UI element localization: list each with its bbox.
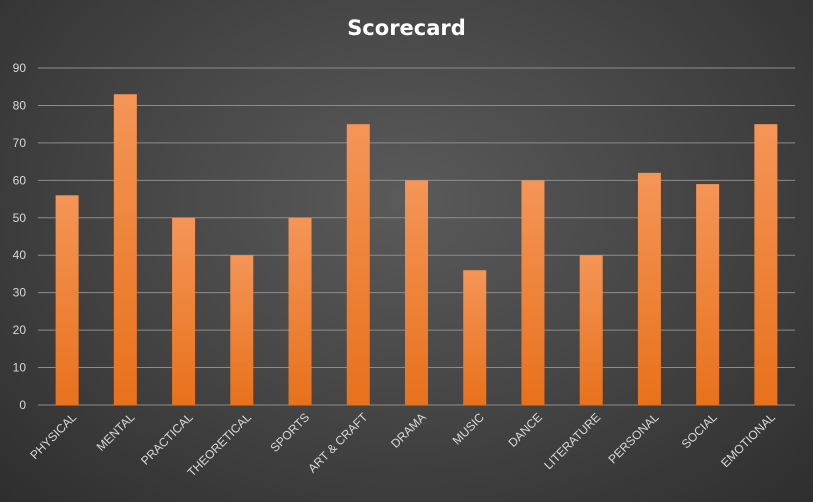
- x-category-label: EMOTIONAL: [718, 410, 778, 470]
- bar-music: [463, 270, 487, 405]
- y-tick-label: 10: [13, 361, 27, 375]
- bar-personal: [637, 172, 661, 405]
- bar-art-craft: [346, 124, 370, 406]
- y-tick-label: 50: [13, 211, 27, 225]
- y-tick-label: 60: [13, 173, 27, 187]
- chart-title: Scorecard: [347, 16, 466, 40]
- y-tick-label: 90: [13, 61, 27, 75]
- x-category-label: DANCE: [505, 410, 545, 450]
- bar-drama: [405, 180, 428, 405]
- x-category-label: SOCIAL: [679, 410, 720, 451]
- bar-practical: [172, 217, 196, 405]
- y-tick-label: 40: [13, 248, 27, 262]
- bar-sports: [288, 217, 312, 405]
- x-category-label: LITERATURE: [541, 410, 603, 472]
- x-category-label: SPORTS: [268, 410, 313, 455]
- x-category-label: DRAMA: [388, 410, 429, 451]
- y-tick-label: 80: [13, 98, 27, 112]
- bar-social: [696, 184, 720, 405]
- x-category-label: PERSONAL: [605, 410, 661, 466]
- x-category-label: MUSIC: [450, 410, 487, 447]
- y-tick-label: 70: [13, 136, 27, 150]
- bar-mental: [113, 94, 137, 405]
- y-tick-label: 20: [13, 323, 27, 337]
- x-category-label: PHYSICAL: [27, 410, 79, 462]
- y-tick-label: 30: [13, 286, 27, 300]
- bar-dance: [521, 180, 545, 405]
- y-axis-ticks: 0 10 20 30 40 50 60 70 80 90: [13, 61, 27, 412]
- x-category-label: PRACTICAL: [138, 410, 196, 468]
- bar-physical: [55, 195, 79, 405]
- x-category-label: MENTAL: [94, 410, 138, 454]
- bar-literature: [579, 255, 603, 405]
- bar-emotional: [754, 124, 778, 406]
- bars: [55, 94, 778, 406]
- bar-theoretical: [230, 255, 254, 405]
- x-category-label: ART & CRAFT: [305, 410, 371, 476]
- y-tick-label: 0: [19, 398, 26, 412]
